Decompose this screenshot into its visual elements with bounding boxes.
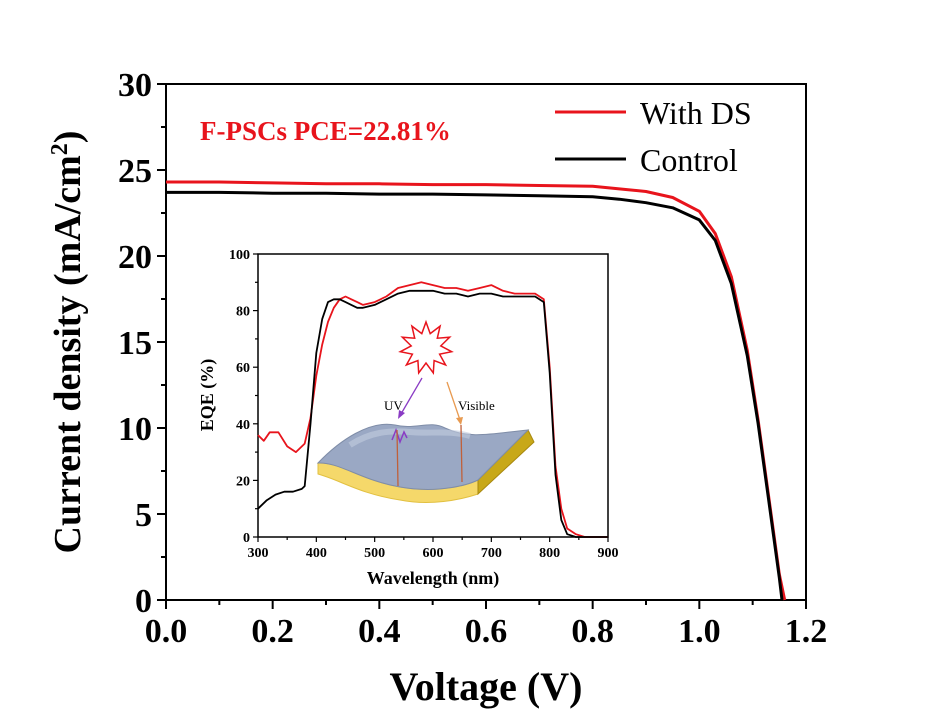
y-tick-label: 20 (118, 239, 152, 276)
y-tick-label: 40 (236, 418, 250, 433)
x-tick-label: 0.2 (251, 613, 294, 650)
x-tick-label: 400 (306, 546, 327, 561)
y-tick-label: 100 (229, 248, 250, 263)
y-tick-label: 25 (118, 153, 152, 190)
y-tick-label: 0 (243, 531, 250, 546)
y-tick-label: 10 (118, 411, 152, 448)
main-series-line-control (166, 190, 784, 601)
device-top-surface (316, 423, 530, 490)
uv-arrow-head-icon (398, 410, 405, 419)
main-y-axis-label-sup: 2 (47, 143, 73, 155)
inset-series-line-control (257, 289, 608, 538)
x-tick-label: 0.4 (358, 613, 401, 650)
main-axis-ticks: 0.0 0.2 0.4 0.6 0.8 1.0 1.2 0 5 10 15 20 25 30 (118, 67, 827, 650)
x-tick-label: 1.2 (785, 613, 828, 650)
visible-ray-line (460, 424, 463, 483)
x-tick-label: 600 (423, 546, 444, 561)
uv-arrow-line (400, 377, 423, 415)
sun-icon (398, 319, 454, 375)
legend-label-control: Control (640, 142, 738, 178)
y-tick-label: 15 (118, 325, 152, 362)
main-y-axis-label-end: ) (47, 131, 89, 144)
main-x-axis-label: Voltage (V) (390, 664, 583, 709)
pce-annotation: F-PSCs PCE=22.81% (200, 116, 451, 146)
legend: With DS Control (555, 95, 752, 178)
x-tick-label: 800 (539, 546, 560, 561)
flexible-device-illustration: UV Visible (316, 319, 535, 503)
visible-arrow-line (446, 381, 461, 421)
y-tick-label: 5 (135, 497, 152, 534)
x-tick-label: 700 (481, 546, 502, 561)
x-tick-label: 0.6 (465, 613, 508, 650)
visible-arrow-head-icon (456, 417, 463, 425)
y-tick-label: 20 (236, 474, 250, 489)
x-tick-label: 0.0 (145, 613, 188, 650)
visible-label: Visible (458, 398, 495, 413)
uv-label: UV (384, 398, 403, 413)
main-y-axis-label: Current density (mA/cm2) (47, 131, 89, 554)
y-tick-label: 60 (236, 361, 250, 376)
x-tick-label: 0.8 (571, 613, 614, 650)
legend-label-with-ds: With DS (640, 95, 752, 131)
main-y-axis-label-text: Current density (mA/cm (47, 155, 89, 553)
x-tick-label: 300 (248, 546, 269, 561)
uv-wave-icon (391, 427, 408, 445)
y-tick-label: 30 (118, 67, 152, 104)
inset-axis-ticks: 300 400 500 600 700 800 900 0 20 40 60 80 100 (229, 248, 619, 561)
x-tick-label: 1.0 (678, 613, 721, 650)
inset-y-axis-label: EQE (%) (197, 359, 218, 432)
x-tick-label: 900 (598, 546, 619, 561)
x-tick-label: 500 (364, 546, 385, 561)
y-tick-label: 0 (135, 583, 152, 620)
inset-x-axis-label: Wavelength (nm) (367, 568, 500, 589)
main-series-group (166, 180, 787, 601)
inset-series-group (257, 281, 608, 538)
uv-ray-line (396, 429, 399, 487)
y-tick-label: 80 (236, 305, 250, 320)
device-highlight (348, 428, 471, 448)
